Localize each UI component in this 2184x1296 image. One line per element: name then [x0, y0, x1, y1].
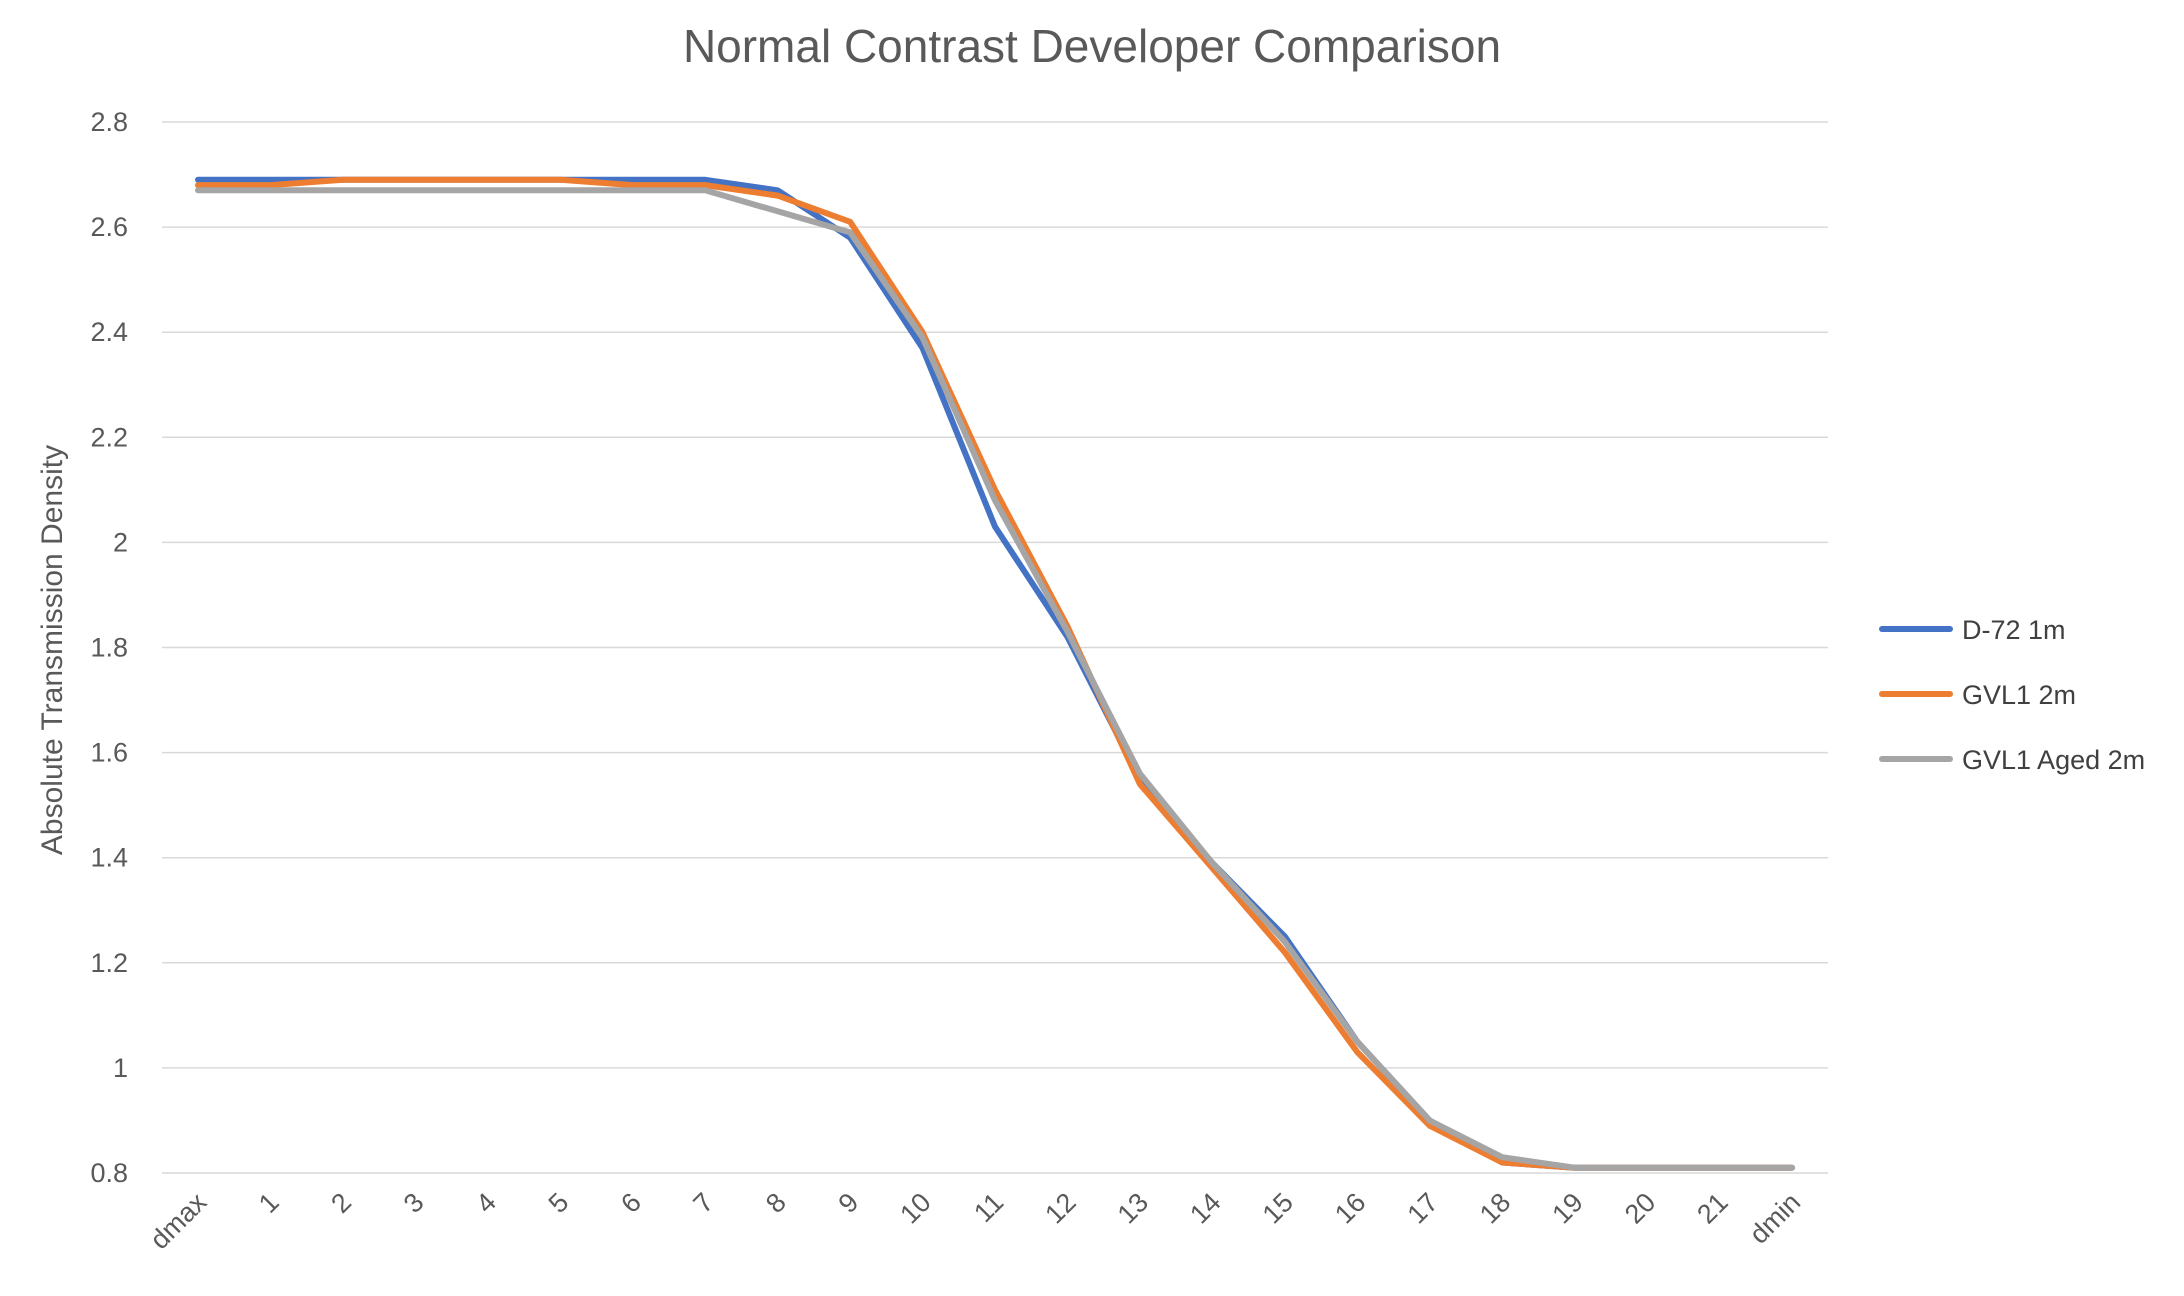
y-tick-label: 1.6	[90, 738, 128, 768]
x-tick-label: 18	[1474, 1187, 1516, 1229]
x-tick-label: 21	[1691, 1187, 1733, 1229]
gridlines	[162, 121, 1828, 1174]
x-tick-label: 9	[832, 1187, 864, 1219]
y-tick-label: 1.2	[90, 948, 128, 978]
y-axis-title: Absolute Transmission Density	[36, 445, 69, 855]
legend: D-72 1m GVL1 2m GVL1 Aged 2m	[1879, 615, 2145, 775]
y-tick-label: 2.6	[90, 212, 128, 242]
y-tick-label: 2.4	[90, 317, 128, 347]
series-line-2	[195, 187, 1795, 1171]
y-tick-label: 0.8	[90, 1158, 128, 1188]
x-tick-label: 15	[1257, 1187, 1299, 1229]
x-tick-label: 17	[1402, 1187, 1444, 1229]
x-axis-ticks: dmax 1 2 3 4 5 6 7 8 9 10 11 12 13 14 15 16 17 18 19 20 21 dmi…	[144, 1187, 1806, 1255]
series-line-1	[195, 176, 1795, 1171]
x-tick-label: dmax	[144, 1187, 212, 1255]
x-tick-label: 16	[1329, 1187, 1371, 1229]
y-tick-label: 1	[113, 1053, 128, 1083]
x-tick-label: 11	[968, 1187, 1009, 1228]
x-tick-label: 7	[688, 1187, 720, 1219]
x-tick-label: dmin	[1744, 1187, 1807, 1250]
x-tick-label: 1	[253, 1187, 285, 1219]
y-tick-label: 2.8	[90, 107, 128, 137]
series-lines	[195, 176, 1795, 1171]
series-line-0	[195, 176, 1795, 1171]
legend-label: D-72 1m	[1962, 615, 2066, 645]
x-tick-label: 5	[543, 1187, 575, 1219]
y-tick-label: 1.4	[90, 843, 128, 873]
legend-label: GVL1 2m	[1962, 680, 2076, 710]
x-tick-label: 19	[1546, 1187, 1588, 1229]
x-tick-label: 13	[1112, 1187, 1154, 1229]
y-axis-ticks: 0.8 1 1.2 1.4 1.6 1.8 2 2.2 2.4 2.6 2.8	[90, 107, 128, 1188]
y-tick-label: 2	[113, 527, 128, 557]
x-tick-label: 6	[615, 1187, 647, 1219]
y-tick-label: 2.2	[90, 422, 128, 452]
x-tick-label: 4	[470, 1187, 502, 1219]
x-tick-label: 2	[325, 1187, 357, 1219]
x-tick-label: 20	[1619, 1187, 1661, 1229]
legend-label: GVL1 Aged 2m	[1962, 745, 2145, 775]
x-tick-label: 10	[894, 1187, 936, 1229]
x-tick-label: 14	[1184, 1187, 1226, 1229]
x-tick-label: 3	[398, 1187, 430, 1219]
x-tick-label: 12	[1039, 1187, 1081, 1229]
y-tick-label: 1.8	[90, 633, 128, 663]
x-tick-label: 8	[760, 1187, 792, 1219]
chart-title: Normal Contrast Developer Comparison	[683, 20, 1501, 72]
